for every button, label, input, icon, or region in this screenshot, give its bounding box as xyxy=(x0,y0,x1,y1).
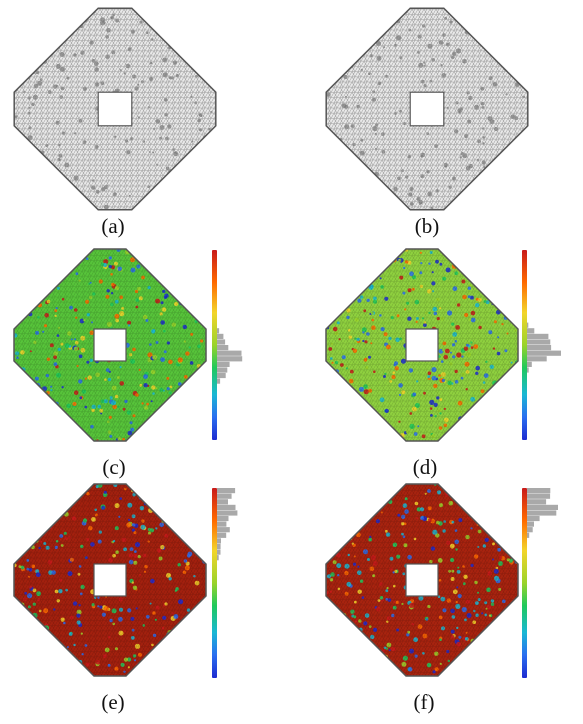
panel-d-mesh xyxy=(325,248,519,442)
colorbar-f xyxy=(522,488,527,678)
histogram-f xyxy=(527,488,558,538)
panel-a-mesh xyxy=(13,7,217,211)
caption-f: (f) xyxy=(413,690,435,714)
caption-d: (d) xyxy=(412,455,438,479)
caption-c: (c) xyxy=(102,455,126,479)
histogram-d xyxy=(527,322,561,373)
panel-f-mesh xyxy=(325,483,519,677)
caption-a: (a) xyxy=(101,214,125,238)
histogram-c xyxy=(217,328,243,384)
panel-c-mesh xyxy=(13,248,207,442)
panel-b-mesh xyxy=(325,7,529,211)
caption-e: (e) xyxy=(101,690,125,714)
colorbar-e xyxy=(212,488,217,678)
colorbar-d xyxy=(522,250,527,440)
panel-e-mesh xyxy=(13,483,207,677)
caption-b: (b) xyxy=(414,214,440,238)
colorbar-c xyxy=(212,250,217,440)
histogram-e xyxy=(217,488,238,561)
